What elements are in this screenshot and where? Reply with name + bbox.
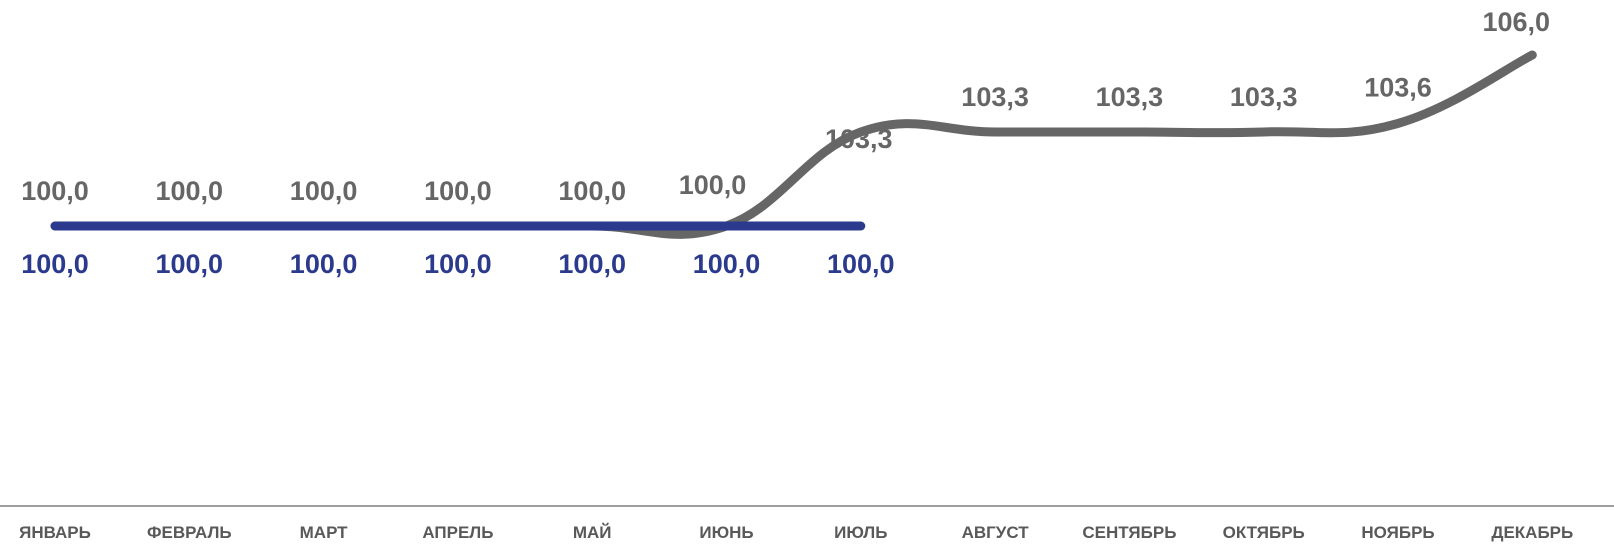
data-label-gray: 103,3	[1230, 82, 1298, 112]
x-tick-label: ОКТЯБРЬ	[1223, 523, 1305, 542]
data-label-blue: 100,0	[156, 249, 224, 279]
x-tick-label: МАРТ	[300, 523, 349, 542]
data-label-gray: 100,0	[156, 176, 224, 206]
x-tick-label: ФЕВРАЛЬ	[147, 523, 232, 542]
data-label-blue: 100,0	[21, 249, 89, 279]
data-label-gray: 100,0	[290, 176, 358, 206]
data-label-blue: 100,0	[558, 249, 626, 279]
x-tick-label: МАЙ	[573, 523, 612, 542]
data-label-blue: 100,0	[290, 249, 358, 279]
x-tick-label: НОЯБРЬ	[1361, 523, 1434, 542]
x-tick-label: АВГУСТ	[962, 523, 1030, 542]
x-tick-label: АПРЕЛЬ	[422, 523, 493, 542]
data-label-blue: 100,0	[827, 249, 895, 279]
data-label-gray: 100,0	[679, 170, 747, 200]
x-tick-label: ИЮЛЬ	[834, 523, 887, 542]
data-label-gray: 106,0	[1483, 7, 1551, 37]
data-label-gray: 103,3	[1096, 82, 1164, 112]
data-label-gray: 100,0	[558, 176, 626, 206]
data-label-gray: 103,3	[825, 124, 893, 154]
x-tick-label: СЕНТЯБРЬ	[1082, 523, 1176, 542]
series-line-gray	[50, 50, 1537, 239]
data-label-gray: 100,0	[424, 176, 492, 206]
x-tick-label: ЯНВАРЬ	[19, 523, 91, 542]
data-label-gray: 103,6	[1364, 72, 1432, 102]
data-label-blue: 100,0	[693, 249, 761, 279]
x-tick-label: ДЕКАБРЬ	[1491, 523, 1573, 542]
data-label-gray: 103,3	[961, 82, 1029, 112]
data-label-gray: 100,0	[21, 176, 89, 206]
x-tick-label: ИЮНЬ	[699, 523, 753, 542]
data-label-blue: 100,0	[424, 249, 492, 279]
